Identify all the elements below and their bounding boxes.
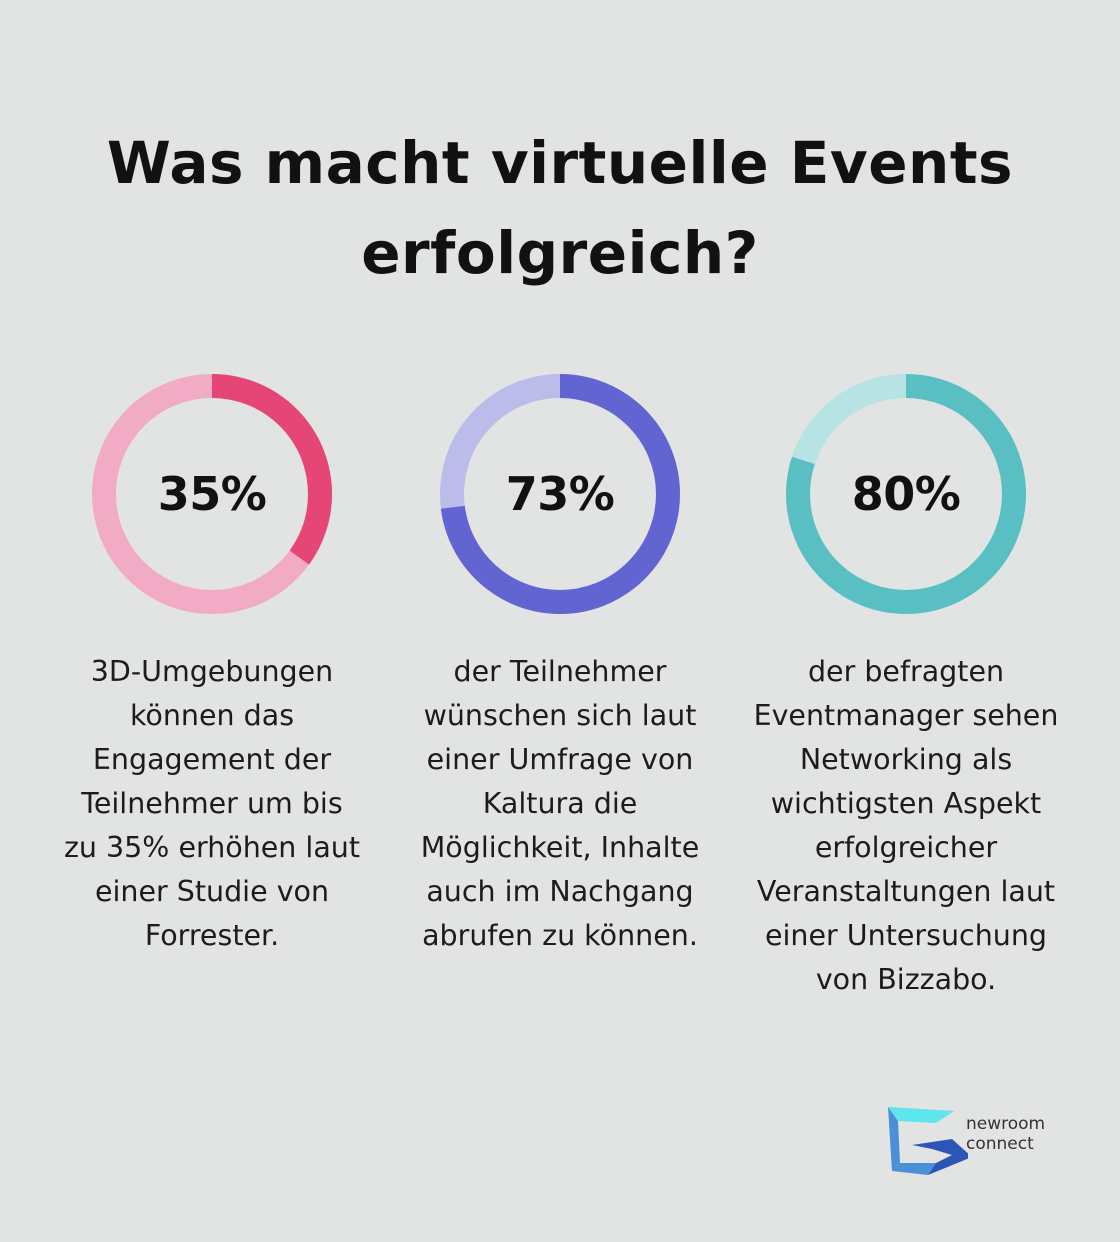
stat-description: 3D-Umgebungen können das Engagement der …: [52, 650, 372, 958]
stat-value: 35%: [157, 467, 267, 521]
desc-line: auch im Nachgang: [426, 875, 694, 908]
desc-line: 3D-Umgebungen: [90, 655, 334, 688]
stat-description: der Teilnehmer wünschen sich laut einer …: [400, 650, 720, 958]
desc-line: erfolgreicher: [814, 831, 998, 864]
desc-line: abrufen zu können.: [422, 919, 698, 952]
brand-line-2: connect: [966, 1134, 1034, 1154]
brand-logo: newroom connect: [888, 1105, 1068, 1180]
desc-line: zu 35% erhöhen laut: [63, 831, 361, 864]
title-line-1: Was macht virtuelle Events: [106, 129, 1014, 197]
stat-value: 80%: [851, 467, 961, 521]
donut-svg: [786, 374, 1026, 614]
donut-value-arc: [786, 374, 1026, 614]
desc-line: können das: [129, 699, 295, 732]
page-title: Was macht virtuelle Events erfolgreich?: [40, 118, 1080, 298]
donut-chart: 80%: [784, 372, 1028, 616]
desc-line: der Teilnehmer: [453, 655, 667, 688]
desc-line: wünschen sich laut: [423, 699, 697, 732]
donut-svg: [440, 374, 680, 614]
desc-line: einer Studie von: [94, 875, 330, 908]
desc-line: Networking als: [799, 743, 1013, 776]
stat-value: 73%: [505, 467, 615, 521]
desc-line: wichtigsten Aspekt: [770, 787, 1042, 820]
desc-line: Eventmanager sehen: [753, 699, 1059, 732]
desc-line: Engagement der: [92, 743, 332, 776]
stat-card-content-access: 73% der Teilnehmer wünschen sich laut ei…: [400, 372, 720, 958]
donut-chart: 35%: [90, 372, 334, 616]
stat-card-engagement: 35% 3D-Umgebungen können das Engagement …: [52, 372, 372, 958]
brand-name: newroom connect: [966, 1114, 1045, 1154]
stat-description: der befragten Eventmanager sehen Network…: [746, 650, 1066, 1002]
desc-line: von Bizzabo.: [815, 963, 997, 996]
desc-line: Teilnehmer um bis: [81, 787, 343, 820]
donut-svg: [92, 374, 332, 614]
desc-line: einer Untersuchung: [764, 919, 1048, 952]
donut-value-arc: [92, 374, 332, 614]
donut-chart: 73%: [438, 372, 682, 616]
desc-line: Kaltura die: [482, 787, 638, 820]
desc-line: Möglichkeit, Inhalte: [420, 831, 700, 864]
newroom-connect-logo-icon: [888, 1107, 968, 1175]
desc-line: Veranstaltungen laut: [756, 875, 1056, 908]
desc-line: einer Umfrage von: [426, 743, 694, 776]
title-line-2: erfolgreich?: [361, 219, 759, 287]
desc-line: der befragten: [807, 655, 1005, 688]
stat-card-networking: 80% der befragten Eventmanager sehen Net…: [746, 372, 1066, 1002]
donut-value-arc: [440, 374, 680, 614]
desc-line: Forrester.: [144, 919, 280, 952]
brand-line-1: newroom: [966, 1114, 1046, 1134]
